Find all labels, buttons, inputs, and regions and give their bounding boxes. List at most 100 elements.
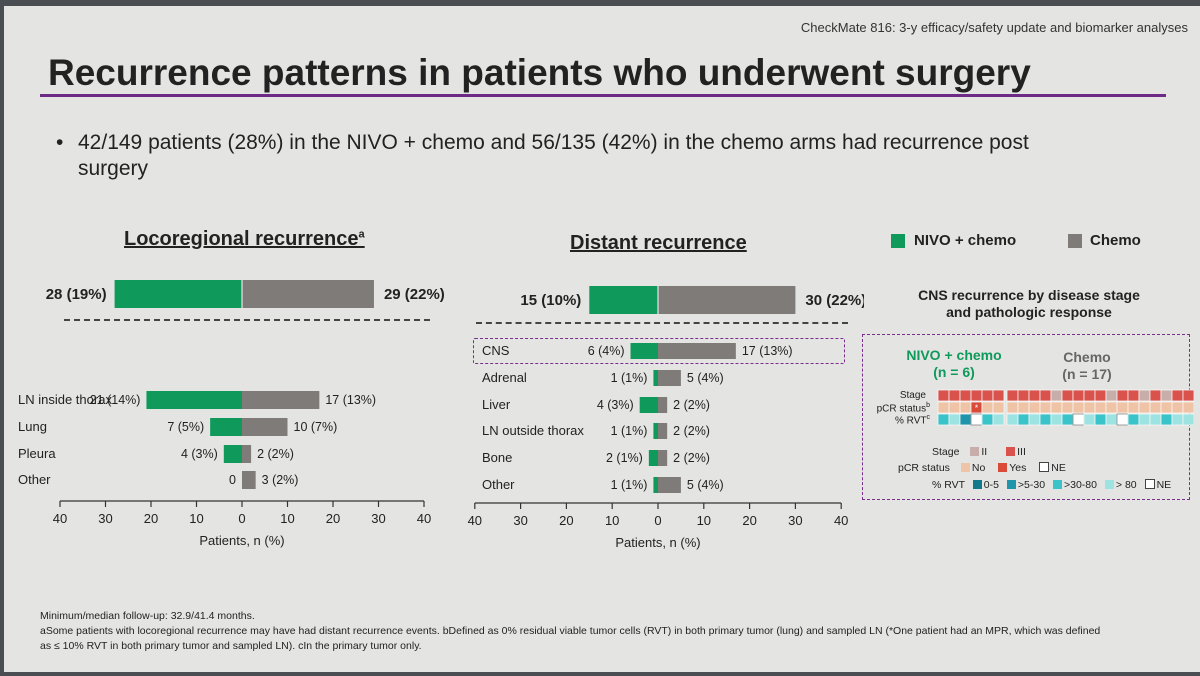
nivo-pcr-cell-2 [959,401,972,414]
dist-tick-label-6: 20 [742,513,756,528]
loco-chemo-bar-ln-inside-thorax [242,391,320,409]
legend-rvt-0-5-swatch [972,480,982,489]
chemo-stage-cell-14 [1160,389,1173,402]
row-label-rvt: % RVTc [854,414,930,426]
chemo-rvt-cell-4 [1050,413,1063,426]
nivo-stage-cell-4 [981,389,994,402]
row-label-stage: Stage [854,390,926,401]
chemo-pcr-cell-0 [1006,401,1019,414]
locoregional-divider [64,319,430,321]
cns-heatmap: * [937,389,1194,426]
chemo-stage-cell-0 [1006,389,1019,402]
chemo-stage-cell-6 [1072,389,1085,402]
nivo-rvt-cell-1 [948,413,961,426]
locoregional-title-text: Locoregional recurrence [124,228,359,250]
chemo-pcr-cell-5 [1061,401,1074,414]
dist-chemo-bar-other [658,477,681,493]
dist-chemo-bar-cns [658,343,736,359]
nivo-stage-cell-5 [992,389,1005,402]
dist-chemo-bar-adrenal [658,370,681,386]
loco-row-label-other: Other [18,472,51,487]
nivo-stage-cell-0 [937,389,950,402]
chemo-rvt-cell-5 [1061,413,1074,426]
footnote-followup: Minimum/median follow-up: 32.9/41.4 mont… [40,610,255,622]
bullet-dot: • [56,131,64,154]
dist-total-chemo-label: 30 (22%) [805,292,864,309]
loco-tick-label-3: 10 [189,511,203,526]
nivo-pcr-asterisk-3: * [975,403,979,413]
chemo-rvt-cell-0 [1006,413,1019,426]
nivo-rvt-cell-2 [959,413,972,426]
dist-nivo-value-cns: 6 (4%) [588,344,625,358]
dist-total-nivo-label: 15 (10%) [520,292,581,309]
loco-nivo-value-pleura: 4 (3%) [181,447,218,461]
dist-row-label-bone: Bone [482,450,512,465]
chemo-rvt-cell-2 [1028,413,1041,426]
chemo-rvt-cell-11 [1127,413,1140,426]
dist-x-label: Patients, n (%) [615,535,700,550]
loco-tick-label-4: 0 [238,511,245,526]
chemo-pcr-cell-13 [1149,401,1162,414]
chemo-rvt-cell-12 [1138,413,1151,426]
chemo-stage-cell-10 [1116,389,1129,402]
chemo-rvt-cell-6 [1072,413,1085,426]
footnote-rvt: as ≤ 10% RVT in both primary tumor and s… [40,640,422,652]
dist-nivo-bar-adrenal [653,370,658,386]
chemo-stage-cell-7 [1083,389,1096,402]
dist-nivo-bar-ln-outside-thorax [653,423,658,439]
loco-nivo-bar-lung [210,418,242,436]
loco-tick-label-1: 30 [98,511,112,526]
chemo-stage-cell-3 [1039,389,1052,402]
chemo-rvt-cell-15 [1171,413,1184,426]
chemo-stage-cell-15 [1171,389,1184,402]
legend-stage: Stage II III [932,446,1026,458]
distant-title: Distant recurrence [570,232,747,254]
chemo-pcr-cell-16 [1182,401,1194,414]
dist-tick-label-0: 40 [468,513,482,528]
chemo-stage-cell-4 [1050,389,1063,402]
slide-title: Recurrence patterns in patients who unde… [48,52,1031,93]
chemo-pcr-cell-3 [1039,401,1052,414]
dist-tick-label-7: 30 [788,513,802,528]
dist-total-nivo-bar [589,286,658,314]
slide: CheckMate 816: 3-y efficacy/safety updat… [4,6,1200,672]
dist-nivo-bar-other [653,477,658,493]
chemo-rvt-cell-10 [1116,413,1129,426]
nivo-stage-cell-2 [959,389,972,402]
nivo-rvt-cell-0 [937,413,950,426]
row-label-pcr-text: pCR status [876,403,927,415]
dist-row-label-cns: CNS [482,343,510,358]
chemo-rvt-cell-1 [1017,413,1030,426]
row-label-stage-text: Stage [899,390,926,401]
dist-tick-label-4: 0 [654,513,661,528]
legend-rvt-30-80-swatch [1052,480,1062,489]
nivo-pcr-cell-0 [937,401,950,414]
nivo-pcr-cell-4 [981,401,994,414]
legend-rvt-5-30-swatch [1006,480,1016,489]
loco-total-nivo-label: 28 (19%) [46,286,107,303]
dist-row-label-liver: Liver [482,397,511,412]
legend-pcr-ne-swatch [1039,462,1050,472]
cns-title: CNS recurrence by disease stage and path… [918,287,1140,320]
nivo-stage-cell-3 [970,389,983,402]
chemo-pcr-cell-15 [1171,401,1184,414]
legend-nivo-swatch [891,234,905,248]
legend-rvt-80-swatch [1104,480,1114,489]
loco-nivo-bar-ln-inside-thorax [146,391,242,409]
chemo-stage-cell-5 [1061,389,1074,402]
dist-nivo-value-ln-outside-thorax: 1 (1%) [611,424,648,438]
loco-tick-label-0: 40 [53,511,67,526]
legend-pcr-yes-swatch [998,463,1008,472]
cns-group-nivo: NIVO + chemo (n = 6) [904,347,1004,381]
row-label-pcr: pCR statusb [854,402,930,414]
legend-stage-iii: III [1017,446,1026,458]
legend-chemo-label: Chemo [1090,232,1141,249]
chemo-stage-cell-2 [1028,389,1041,402]
chemo-rvt-cell-3 [1039,413,1052,426]
locoregional-title-sup: a [358,228,365,241]
chemo-stage-cell-11 [1127,389,1140,402]
chemo-stage-cell-16 [1182,389,1194,402]
chemo-pcr-cell-4 [1050,401,1063,414]
legend-rvt: % RVT 0-5 >5-30 >30-80 > 80 NE [932,479,1171,491]
